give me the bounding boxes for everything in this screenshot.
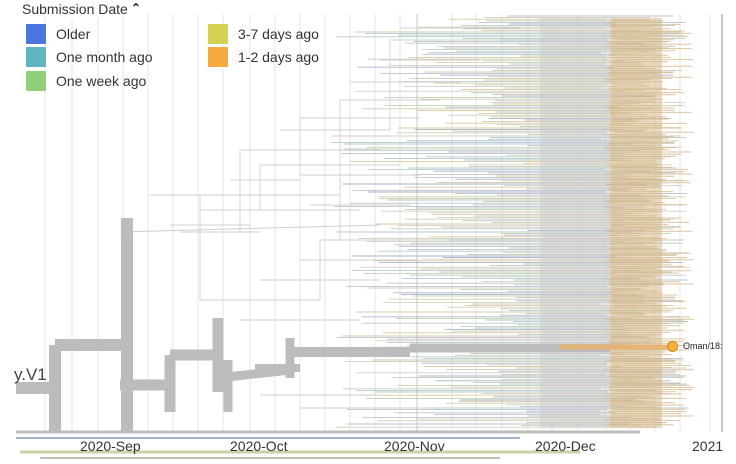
legend-label: Older <box>56 26 91 42</box>
legend-item-one-week[interactable]: One week ago <box>26 71 146 91</box>
axis-tick-label: 2021 <box>692 438 724 454</box>
tip-label: Oman/18: <box>683 341 723 351</box>
legend-item-one-month[interactable]: One month ago <box>26 47 153 67</box>
legend-toggle[interactable]: Submission Date ⌃ <box>22 0 145 18</box>
legend-swatch <box>208 24 228 44</box>
legend-label: One week ago <box>56 73 147 89</box>
legend-title: Submission Date <box>22 1 128 17</box>
legend-item-1-2-days[interactable]: 1-2 days ago <box>208 47 319 67</box>
legend-swatch <box>26 24 46 44</box>
legend-label: 3-7 days ago <box>238 26 319 42</box>
axis-tick-label: 2020-Dec <box>535 438 596 454</box>
axis-tick-label: 2020-Nov <box>384 438 445 454</box>
axis-tick-label: 2020-Oct <box>230 438 288 454</box>
chevron-up-icon: ⌃ <box>130 1 141 15</box>
axis-tick-label: 2020-Sep <box>80 438 141 454</box>
legend-item-3-7-days[interactable]: 3-7 days ago <box>208 24 319 44</box>
lineage-branches <box>16 218 667 459</box>
legend-swatch <box>26 71 46 91</box>
dense-clade <box>540 18 610 428</box>
legend: Older One month ago One week ago 3-7 day… <box>26 24 346 94</box>
recent-clade <box>610 18 662 428</box>
lineage-label: y.V1 <box>14 365 47 384</box>
legend-swatch <box>26 47 46 67</box>
internal-branch <box>119 224 381 233</box>
highlighted-tip-node[interactable] <box>667 341 678 352</box>
legend-label: One month ago <box>56 49 153 65</box>
legend-label: 1-2 days ago <box>238 49 319 65</box>
legend-swatch <box>208 47 228 67</box>
tree-branches <box>119 15 695 428</box>
legend-item-older[interactable]: Older <box>26 24 90 44</box>
